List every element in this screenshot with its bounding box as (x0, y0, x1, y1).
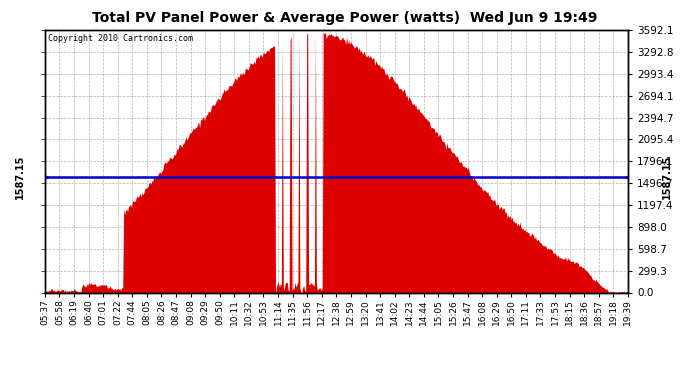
Text: Copyright 2010 Cartronics.com: Copyright 2010 Cartronics.com (48, 34, 193, 43)
Text: 1587.15: 1587.15 (15, 154, 25, 199)
Text: Total PV Panel Power & Average Power (watts)  Wed Jun 9 19:49: Total PV Panel Power & Average Power (wa… (92, 11, 598, 25)
Text: 1587.15: 1587.15 (662, 154, 672, 199)
